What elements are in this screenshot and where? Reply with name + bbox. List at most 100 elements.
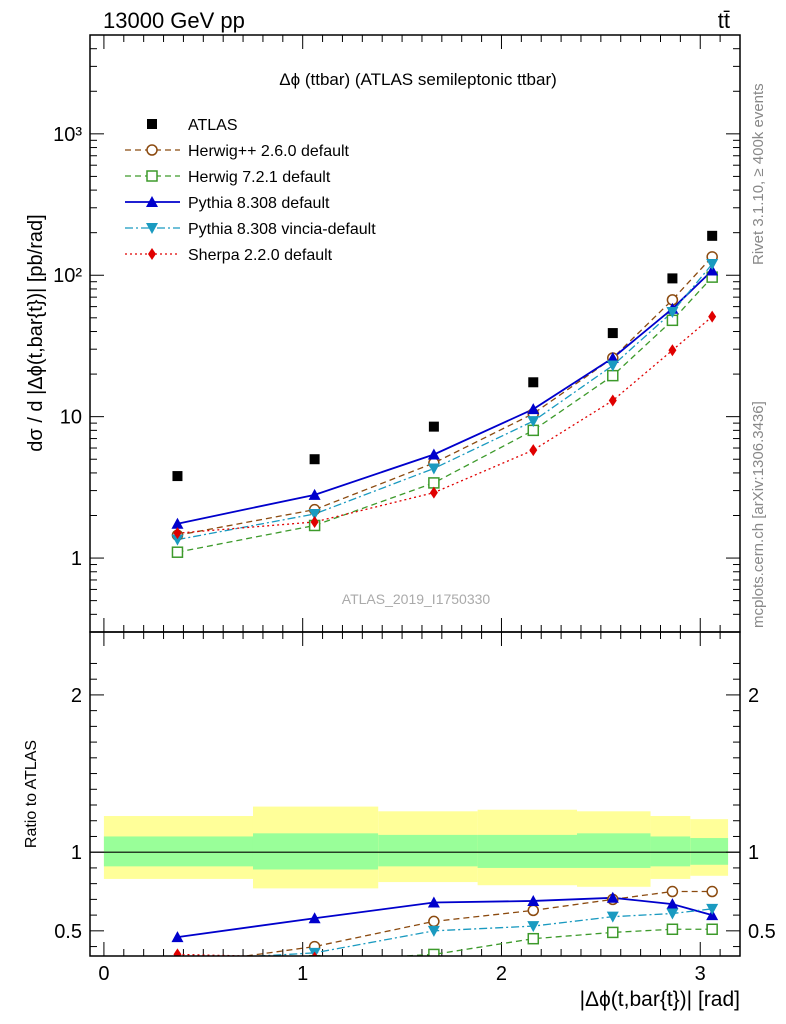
main-ylabel: dσ / d |Δϕ(t,bar{t})| [pb/rad]	[25, 214, 47, 451]
ratio-data-point	[607, 926, 619, 939]
main-panel: 1 10 10² 10³ Δϕ (ttbar) (ATLAS semileptonic…	[25, 34, 741, 633]
main-series-line	[177, 269, 713, 525]
main-data-point	[429, 486, 438, 499]
main-data-point	[171, 534, 184, 546]
watermark: ATLAS_2019_I1750330	[342, 591, 491, 607]
main-data-point	[173, 527, 182, 540]
legend-label: Sherpa 2.2.0 default	[188, 247, 333, 264]
main-data-point	[607, 328, 618, 339]
ratio-data-point	[173, 948, 182, 956]
ratio-data-point	[666, 908, 679, 920]
main-data-point	[606, 360, 619, 372]
main-data-point	[309, 454, 320, 465]
main-data-point	[171, 546, 184, 558]
main-data-point	[666, 306, 679, 318]
ratio-data-point	[706, 885, 718, 898]
rivet-label: Rivet 3.1.10, ≥ 400k events	[750, 83, 767, 265]
ratio-data-point	[172, 965, 182, 975]
main-data-point	[428, 477, 440, 489]
main-series-markers	[171, 230, 719, 558]
ratio-data-point	[706, 903, 719, 915]
ratio-band-inner	[477, 834, 578, 868]
legend: ATLAS Herwig++ 2.6.0 default Herwig 7.2.1 …	[125, 117, 376, 264]
ratio-data-point	[428, 915, 440, 928]
ratio-series-line	[177, 896, 713, 939]
ratio-data-point	[609, 956, 617, 968]
ratio-data-point	[668, 956, 676, 968]
ratio-band-inner	[378, 834, 478, 867]
main-series-lines	[177, 256, 713, 553]
main-data-point	[172, 471, 183, 482]
legend-marker	[146, 196, 158, 207]
ratio-data-point	[171, 931, 184, 943]
x-tick-label: 2	[496, 963, 507, 985]
x-axis-label: |Δϕ(t,bar{t})| [rad]	[580, 988, 740, 1011]
ratio-data-point	[527, 894, 540, 906]
ratio-band-inner	[103, 836, 253, 867]
ratio-data-point	[666, 885, 679, 898]
ratio-data-point	[606, 911, 619, 923]
x-tick-label: 0	[98, 963, 109, 985]
ratio-data-point	[529, 956, 537, 968]
ratio-frame	[89, 631, 741, 957]
main-data-point	[308, 508, 321, 520]
ratio-band-inner	[690, 838, 729, 865]
main-data-point	[171, 517, 184, 529]
ratio-data-point	[427, 896, 440, 908]
main-data-point	[308, 488, 321, 500]
ratio-uncertainty-bands	[90, 806, 740, 889]
main-data-point	[607, 369, 619, 382]
legend-label: Herwig++ 2.6.0 default	[188, 143, 350, 160]
ratio-data-point	[171, 955, 184, 956]
legend-marker	[147, 119, 157, 129]
ratio-band-inner	[650, 836, 691, 867]
main-data-point	[608, 394, 617, 407]
main-ticks: 1 10 10² 10³	[53, 34, 740, 633]
ratio-band-inner	[577, 833, 651, 868]
ratio-ytick-label-right: 0.5	[748, 921, 776, 943]
energy-label: 13000 GeV pp	[103, 8, 245, 33]
main-ytick-label: 1	[71, 548, 82, 570]
main-ytick-label: 10	[60, 407, 82, 429]
legend-marker	[148, 248, 156, 260]
ratio-data-point	[311, 951, 318, 956]
ratio-data-point	[172, 960, 182, 970]
legend-marker	[146, 170, 158, 182]
ratio-ytick-label: 2	[71, 685, 82, 707]
x-tick-label: 3	[695, 963, 706, 985]
ratio-ytick-label: 1	[71, 842, 82, 864]
ratio-band-inner	[252, 833, 379, 870]
legend-label: Pythia 8.308 default	[188, 195, 330, 212]
main-data-point	[427, 463, 440, 475]
ratio-series-markers	[171, 885, 719, 975]
ratio-ylabel: Ratio to ATLAS	[23, 740, 40, 848]
ratio-data-point	[527, 921, 540, 933]
ratio-data-point	[427, 925, 440, 937]
legend-label: ATLAS	[188, 117, 238, 134]
ratio-data-point	[606, 891, 619, 903]
ratio-data-point	[706, 923, 718, 936]
main-title: Δϕ (ttbar) (ATLAS semileptonic ttbar)	[279, 70, 557, 89]
main-data-point	[706, 259, 719, 271]
ratio-series-line	[248, 908, 713, 956]
ratio-data-point	[666, 923, 679, 936]
legend-marker	[146, 144, 158, 156]
ratio-panel: 0.5 0.5 1 1 2 2 0 1 2 3 Ratio to ATLAS |Δϕ(t,bar{…	[23, 631, 776, 1011]
main-data-point	[527, 403, 540, 415]
process-label: tt̄	[718, 8, 730, 33]
main-data-point	[668, 344, 677, 357]
main-data-point	[708, 310, 717, 323]
ratio-data-point	[308, 912, 321, 924]
ratio-data-point	[428, 948, 440, 956]
x-tick-label: 1	[297, 963, 308, 985]
main-series-line	[177, 276, 713, 553]
ratio-ytick-label-right: 1	[748, 842, 759, 864]
main-data-point	[606, 351, 619, 363]
main-data-point	[529, 444, 538, 457]
main-ytick-label: 10²	[53, 265, 82, 287]
ratio-series-lines	[177, 890, 713, 956]
main-data-point	[527, 416, 540, 428]
ratio-data-point	[308, 954, 321, 956]
main-data-point	[428, 421, 439, 432]
